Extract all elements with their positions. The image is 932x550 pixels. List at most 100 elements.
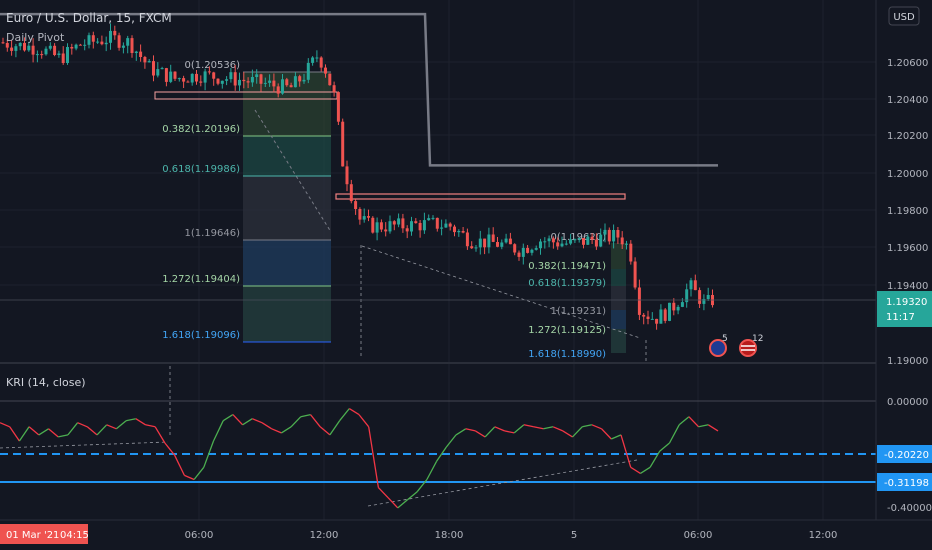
- candle-body: [117, 35, 121, 48]
- candle-body: [212, 72, 216, 79]
- candle-body: [418, 223, 422, 231]
- kri-segment: [164, 442, 176, 456]
- kri-panel[interactable]: KRI (14, close): [0, 366, 876, 509]
- kri-segment: [387, 497, 399, 509]
- candle-body: [448, 223, 452, 227]
- candle-body: [220, 80, 224, 84]
- candle-body: [663, 309, 667, 321]
- fib2-label-0: 0(1.19620): [550, 232, 606, 243]
- candle-body: [311, 57, 315, 63]
- candle-body: [298, 76, 302, 82]
- fib2-label-1618: 1.618(1.18990): [528, 349, 606, 360]
- candle-body: [147, 61, 151, 63]
- currency-button[interactable]: [888, 6, 920, 26]
- candle-body: [100, 41, 104, 45]
- price-tick-1: 1.20400: [887, 95, 928, 106]
- symbol-title[interactable]: Euro / U.S. Dollar, 15, FXCM: [6, 11, 172, 25]
- candle-body: [14, 46, 18, 51]
- candle-body: [143, 57, 147, 63]
- candle-body: [388, 221, 392, 232]
- candle-body: [629, 243, 633, 262]
- candle-body: [483, 238, 487, 248]
- candle-body: [612, 230, 616, 242]
- kri-segment: [9, 426, 20, 442]
- kri-segment: [0, 422, 10, 428]
- candle-body: [259, 74, 263, 84]
- candle-body: [207, 71, 211, 73]
- candle-body: [203, 71, 207, 83]
- candle-body: [521, 247, 525, 257]
- candle-body: [496, 242, 499, 247]
- candle-body: [465, 232, 469, 247]
- candle-body: [31, 45, 35, 55]
- fib1-label-382: 0.382(1.20196): [162, 124, 240, 135]
- candle-body: [336, 92, 340, 122]
- fib2-label-1: 1(1.19231): [550, 306, 606, 317]
- kri-segment: [601, 428, 612, 440]
- candle-body: [702, 299, 706, 304]
- kri-segment: [222, 414, 234, 422]
- kri-segment: [28, 426, 40, 436]
- kri-segment: [271, 428, 282, 434]
- candle-body: [569, 239, 573, 244]
- candle-body: [487, 234, 491, 248]
- economic-event-eu[interactable]: 5: [709, 334, 728, 357]
- candle-body: [422, 220, 426, 231]
- kri-segment: [649, 450, 661, 468]
- price-tick-6: 1.19400: [887, 281, 928, 292]
- event-count-b: 12: [752, 334, 763, 344]
- price-tick-3: 1.20000: [887, 169, 928, 180]
- kri-segment: [319, 426, 331, 436]
- candle-body: [152, 61, 155, 76]
- eu-flag-icon: [709, 339, 727, 357]
- candlestick-series[interactable]: [1, 23, 715, 330]
- fib-retracement-2[interactable]: 0(1.19620) 0.382(1.19471) 0.618(1.19379)…: [528, 232, 626, 360]
- candle-body: [164, 68, 168, 82]
- time-axis[interactable]: 06:00 12:00 18:00 5 06:00 12:00 01 Mar '…: [0, 519, 932, 544]
- candle-body: [616, 230, 620, 238]
- candle-body: [345, 166, 349, 185]
- candle-body: [508, 238, 512, 245]
- candle-body: [91, 35, 95, 42]
- fib2-zone-1-1272: [611, 310, 626, 329]
- candle-body: [109, 30, 112, 43]
- candle-body: [680, 302, 684, 307]
- candle-body: [384, 229, 388, 232]
- economic-event-us[interactable]: 12: [739, 334, 763, 357]
- candle-body: [332, 85, 336, 93]
- kri-segment: [416, 479, 428, 493]
- candle-body: [182, 78, 186, 82]
- candle-body: [281, 79, 284, 94]
- cursor-date: 01 Mar '21: [6, 530, 59, 541]
- candle-body: [57, 53, 61, 55]
- trend-line-main[interactable]: [361, 245, 641, 339]
- candle-body: [319, 57, 323, 68]
- price-axis[interactable]: 1.20600 1.20400 1.20200 1.20000 1.19800 …: [875, 0, 932, 520]
- kri-line: [0, 408, 719, 509]
- kri-segment: [688, 416, 700, 428]
- kri-segment: [48, 428, 59, 438]
- kri-segment: [184, 474, 195, 481]
- fib-retracement-1[interactable]: 0(1.20536) 0.382(1.20196) 0.618(1.19986)…: [162, 60, 332, 343]
- kri-segment: [358, 414, 370, 428]
- daily-pivot-line[interactable]: [0, 12, 718, 167]
- candle-body: [689, 280, 693, 290]
- candle-body: [44, 48, 48, 55]
- candle-body: [474, 247, 478, 249]
- candle-body: [470, 246, 474, 249]
- kri-segment: [174, 454, 185, 476]
- fib1-label-1: 1(1.19646): [184, 228, 240, 239]
- fib2-zone-1272-1618: [611, 329, 626, 353]
- candle-body: [573, 239, 577, 241]
- candle-body: [577, 238, 581, 240]
- kri-segment: [445, 434, 457, 448]
- kri-segment: [377, 487, 389, 499]
- resistance-zone-2[interactable]: [335, 193, 626, 200]
- candle-body: [659, 309, 663, 324]
- indicator-label[interactable]: Daily Pivot: [6, 31, 65, 44]
- price-tick-2: 1.20200: [887, 131, 928, 142]
- candle-body: [672, 302, 676, 311]
- kri-segment: [591, 424, 602, 430]
- candle-body: [414, 221, 418, 224]
